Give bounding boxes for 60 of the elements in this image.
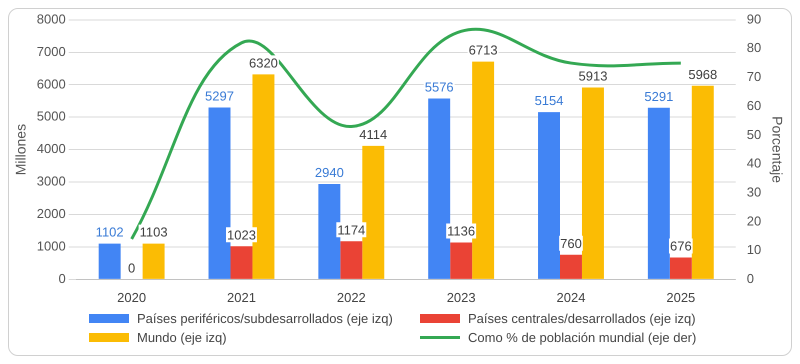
data-label: 1174 xyxy=(337,222,366,238)
x-tick-label: 2022 xyxy=(336,290,366,305)
data-label: 1023 xyxy=(227,227,256,242)
data-label: 5291 xyxy=(644,88,674,104)
data-label: 5968 xyxy=(688,66,718,82)
y-tick-label: 1000 xyxy=(36,238,66,254)
bar xyxy=(692,86,714,279)
data-label: 6713 xyxy=(468,42,498,58)
legend-label: Países centrales/desarrollados (eje izq) xyxy=(468,311,696,326)
y-tick-label: 3000 xyxy=(36,174,66,189)
x-tick-label: 2025 xyxy=(666,290,696,305)
y2-tick-label: 10 xyxy=(746,242,762,258)
data-label: 5154 xyxy=(534,93,564,108)
y2-tick-label: 70 xyxy=(746,69,762,84)
bar xyxy=(142,244,165,279)
bar xyxy=(582,88,604,279)
data-label: 2940 xyxy=(314,165,344,180)
y2-tick-label: 40 xyxy=(746,156,762,171)
bar xyxy=(340,241,362,279)
y2-tick-label: 60 xyxy=(746,98,762,113)
legend-label: Países periféricos/subdesarrollados (eje izq) xyxy=(137,311,393,326)
x-tick-label: 2024 xyxy=(556,290,586,305)
data-label: 5913 xyxy=(578,68,608,84)
y2-tick-label: 50 xyxy=(746,126,762,142)
y2-tick-label: 90 xyxy=(746,11,762,26)
legend-label: Como % de población mundial (eje der) xyxy=(468,330,696,345)
y2-tick-label: 20 xyxy=(746,213,762,228)
data-label: 760 xyxy=(560,236,582,251)
y2-axis-title: Porcentaje xyxy=(770,116,786,184)
y-tick-label: 0 xyxy=(58,270,66,286)
data-label: 0 xyxy=(128,260,136,276)
x-tick-label: 2021 xyxy=(227,290,256,305)
y-tick-label: 6000 xyxy=(36,76,66,92)
y2-tick-label: 30 xyxy=(746,184,762,200)
data-label: 1103 xyxy=(140,224,168,240)
data-label: 1136 xyxy=(447,224,476,239)
data-label: 5297 xyxy=(205,88,234,104)
bar xyxy=(560,254,582,279)
y2-tick-label: 0 xyxy=(746,270,754,286)
data-label: 676 xyxy=(670,238,692,254)
bar xyxy=(450,242,472,279)
y-tick-label: 2000 xyxy=(36,206,66,222)
y-axis-title: Millones xyxy=(12,124,28,176)
y2-tick-label: 80 xyxy=(746,40,762,56)
bar xyxy=(538,112,560,279)
x-tick-label: 2023 xyxy=(446,290,476,305)
x-tick-label: 2020 xyxy=(117,290,146,305)
data-label: 4114 xyxy=(359,126,388,142)
data-label: 1102 xyxy=(96,224,124,240)
bar xyxy=(670,257,692,279)
bar xyxy=(98,244,121,279)
y-tick-label: 7000 xyxy=(36,44,66,59)
data-label: 5576 xyxy=(424,80,454,95)
y-tick-label: 4000 xyxy=(36,141,66,156)
data-label: 6320 xyxy=(248,55,278,70)
y-tick-label: 8000 xyxy=(36,11,66,26)
y-tick-label: 5000 xyxy=(36,108,66,124)
bar xyxy=(648,108,670,279)
legend-label: Mundo (eje izq) xyxy=(137,330,227,345)
bar xyxy=(230,246,252,279)
